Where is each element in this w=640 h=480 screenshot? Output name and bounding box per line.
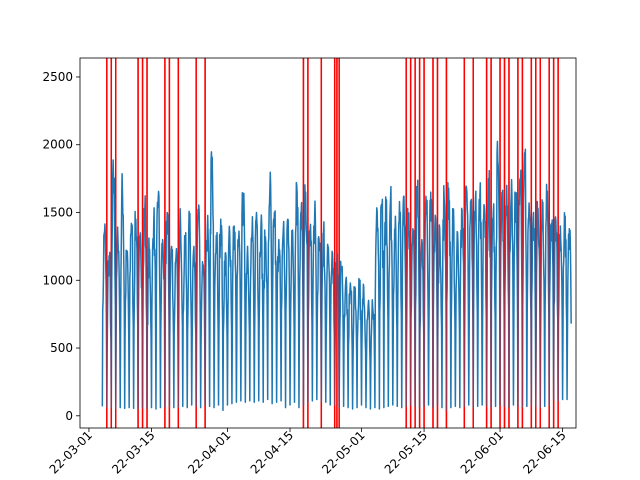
y-tick-label: 1500: [42, 206, 73, 220]
y-tick-label: 0: [65, 409, 73, 423]
vertical-marker-overlay: [106, 58, 559, 428]
y-tick-label: 1000: [42, 273, 73, 287]
y-tick-label: 2000: [42, 138, 73, 152]
plot-frame: [79, 57, 577, 429]
y-tick-label: 2500: [42, 70, 73, 84]
y-axis: 0 500 1000 1500 2000 2500: [42, 70, 80, 423]
y-tick-label: 500: [50, 341, 73, 355]
